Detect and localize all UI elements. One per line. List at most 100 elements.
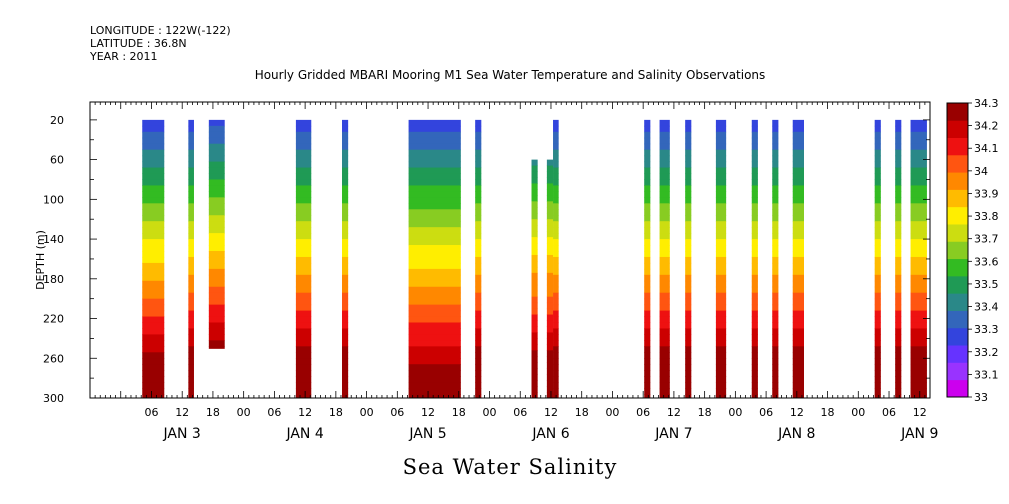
- salinity-cell: [546, 225, 554, 232]
- salinity-cell: [910, 149, 927, 157]
- salinity-cell: [142, 131, 165, 139]
- salinity-cell: [772, 358, 779, 365]
- salinity-cell: [475, 286, 482, 294]
- salinity-cell: [342, 262, 349, 270]
- salinity-cell: [546, 249, 554, 256]
- salinity-cell: [188, 179, 194, 186]
- x-tick-label: 06: [882, 406, 896, 419]
- salinity-cell: [895, 382, 902, 389]
- salinity-cell: [751, 262, 758, 270]
- salinity-cell: [910, 382, 927, 389]
- salinity-cell: [142, 215, 165, 222]
- salinity-cell: [188, 215, 194, 222]
- salinity-cell: [531, 231, 538, 238]
- salinity-cell: [408, 292, 461, 300]
- salinity-cell: [659, 203, 670, 210]
- salinity-cell: [475, 239, 482, 246]
- salinity-cell: [874, 233, 881, 240]
- salinity-cell: [685, 274, 692, 282]
- salinity-cell: [295, 388, 312, 395]
- salinity-cell: [715, 316, 727, 324]
- salinity-cell: [685, 262, 692, 270]
- salinity-cell: [659, 221, 670, 228]
- salinity-cell: [644, 352, 651, 359]
- salinity-cell: [475, 215, 482, 222]
- salinity-cell: [553, 256, 559, 264]
- salinity-cell: [342, 167, 349, 175]
- salinity-cell: [142, 316, 165, 324]
- salinity-cell: [342, 322, 349, 329]
- salinity-cell: [792, 167, 804, 175]
- salinity-cell: [895, 221, 902, 228]
- salinity-cell: [188, 364, 194, 371]
- salinity-cell: [531, 278, 538, 286]
- salinity-cell: [685, 364, 692, 371]
- salinity-cell: [772, 143, 779, 151]
- salinity-cell: [188, 233, 194, 240]
- salinity-cell: [531, 296, 538, 304]
- salinity-cell: [644, 310, 651, 318]
- salinity-cell: [475, 197, 482, 204]
- salinity-cell: [553, 292, 559, 300]
- colorbar-swatch: [947, 327, 968, 346]
- salinity-cell: [895, 155, 902, 163]
- salinity-cell: [531, 350, 538, 357]
- salinity-cell: [659, 394, 670, 399]
- salinity-cell: [188, 298, 194, 306]
- salinity-cell: [910, 137, 927, 145]
- profile-column: [792, 119, 804, 399]
- colorbar-label: 33: [974, 391, 988, 404]
- salinity-cell: [644, 316, 651, 324]
- salinity-cell: [644, 149, 651, 157]
- salinity-cell: [715, 280, 727, 288]
- profile-column: [553, 119, 559, 399]
- salinity-cell: [546, 207, 554, 214]
- salinity-cell: [475, 179, 482, 186]
- salinity-cell: [910, 268, 927, 276]
- salinity-cell: [751, 352, 758, 359]
- salinity-cell: [408, 191, 461, 198]
- salinity-cell: [188, 310, 194, 318]
- salinity-cell: [659, 250, 670, 258]
- salinity-cell: [644, 137, 651, 145]
- salinity-cell: [715, 310, 727, 318]
- salinity-cell: [644, 227, 651, 234]
- salinity-cell: [792, 274, 804, 282]
- y-tick-label: 20: [50, 114, 64, 127]
- salinity-cell: [772, 203, 779, 210]
- salinity-cell: [792, 292, 804, 300]
- salinity-cell: [208, 280, 225, 288]
- salinity-cell: [644, 358, 651, 365]
- salinity-cell: [895, 316, 902, 324]
- salinity-cell: [553, 286, 559, 294]
- salinity-cell: [895, 161, 902, 169]
- salinity-cell: [295, 310, 312, 318]
- salinity-cell: [475, 209, 482, 216]
- salinity-cell: [895, 233, 902, 240]
- salinity-cell: [910, 358, 927, 365]
- salinity-cell: [685, 227, 692, 234]
- salinity-cell: [142, 185, 165, 192]
- salinity-cell: [546, 356, 554, 363]
- salinity-cell: [751, 388, 758, 395]
- salinity-cell: [475, 352, 482, 359]
- salinity-cell: [142, 304, 165, 312]
- salinity-cell: [644, 191, 651, 198]
- salinity-cell: [408, 155, 461, 163]
- salinity-cell: [553, 185, 559, 192]
- salinity-cell: [342, 316, 349, 324]
- x-tick-label: 12: [175, 406, 189, 419]
- colorbar-swatch: [947, 293, 968, 311]
- salinity-cell: [342, 310, 349, 318]
- salinity-cell: [772, 328, 779, 335]
- salinity-cell: [475, 334, 482, 341]
- salinity-cell: [644, 394, 651, 399]
- salinity-cell: [910, 173, 927, 180]
- salinity-cell: [685, 286, 692, 294]
- salinity-cell: [910, 346, 927, 353]
- salinity-cell: [553, 268, 559, 276]
- salinity-cell: [874, 274, 881, 282]
- y-tick-label: 220: [43, 313, 64, 326]
- salinity-cell: [208, 191, 225, 198]
- salinity-cell: [295, 394, 312, 399]
